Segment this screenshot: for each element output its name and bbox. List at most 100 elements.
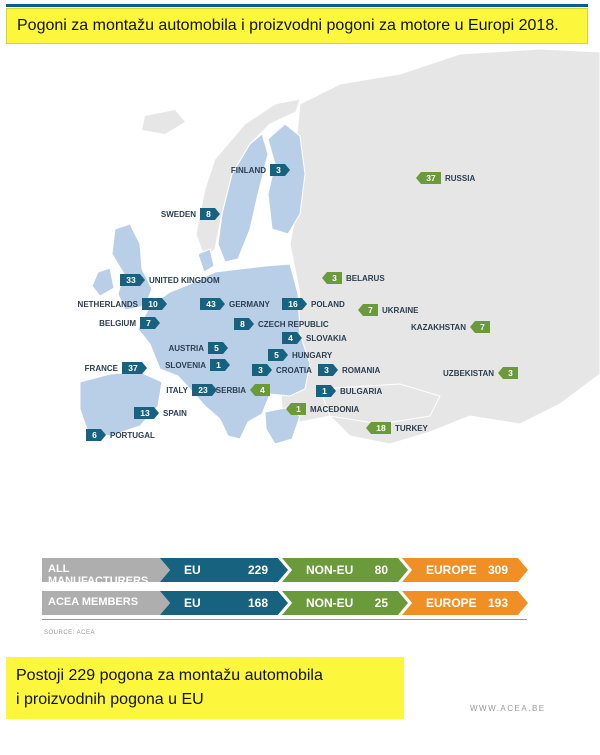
- country-value: 43: [206, 299, 216, 309]
- divider: [42, 619, 527, 620]
- country-marker: 1 SLOVENIA: [165, 359, 230, 371]
- value-tag: [142, 298, 167, 310]
- value-tag: [200, 208, 220, 220]
- value-tag: [316, 385, 336, 397]
- country-marker: 6 PORTUGAL: [86, 429, 155, 441]
- country-label: KAZAKHSTAN: [411, 323, 466, 332]
- country-marker: 33 UNITED KINGDOM: [120, 274, 220, 286]
- country-marker: 3 UZBEKISTAN: [443, 367, 518, 379]
- country-label: UKRAINE: [382, 306, 419, 315]
- ireland-land: [91, 267, 115, 297]
- country-label: AUSTRIA: [168, 344, 204, 353]
- value-tag: [282, 298, 307, 310]
- value-tag: [270, 164, 290, 176]
- country-label: UZBEKISTAN: [443, 369, 494, 378]
- page-title: Pogoni za montažu automobila i proizvodn…: [17, 17, 559, 34]
- finland-land: [267, 123, 306, 235]
- country-value: 3: [332, 273, 337, 283]
- value-tag: [250, 384, 270, 396]
- country-label: BELGIUM: [99, 319, 136, 328]
- country-value: 8: [240, 319, 245, 329]
- value-tag: [252, 364, 272, 376]
- country-marker: 1 MACEDONIA: [286, 403, 360, 415]
- value-tag: [234, 318, 254, 330]
- iceland-land: [142, 110, 185, 134]
- country-value: 10: [148, 299, 158, 309]
- country-marker: 1 BULGARIA: [316, 385, 382, 397]
- country-marker: 7 KAZAKHSTAN: [411, 321, 490, 333]
- country-marker: 16 POLAND: [282, 298, 345, 310]
- country-label: TURKEY: [395, 424, 429, 433]
- country-marker: 3 FINLAND: [231, 164, 290, 176]
- country-marker: 37 RUSSIA: [416, 172, 475, 184]
- footer-line-2: i proizvodnih pogona u EU: [16, 691, 204, 708]
- country-marker: 37 FRANCE: [85, 362, 147, 374]
- iberia-land: [79, 371, 163, 437]
- country-marker: 23 ITALY: [166, 384, 217, 396]
- country-value: 37: [128, 363, 138, 373]
- country-label: SLOVAKIA: [306, 334, 347, 343]
- country-value: 1: [322, 386, 327, 396]
- non-eu-chip: NON-EU 25: [282, 591, 408, 615]
- country-label: SPAIN: [163, 409, 187, 418]
- country-value: 33: [126, 275, 136, 285]
- country-marker: 43 GERMANY: [200, 298, 271, 310]
- sweden-land: [217, 133, 269, 263]
- country-value: 1: [216, 360, 221, 370]
- row-label-chip: ACEA MEMBERS: [42, 591, 172, 615]
- country-label: HUNGARY: [292, 351, 333, 360]
- country-marker: 3 ROMANIA: [318, 364, 380, 376]
- site-url: WWW.ACEA.BE: [470, 704, 546, 713]
- source-note: SOURCE: ACEA: [44, 630, 96, 636]
- value-tag: [140, 317, 160, 329]
- uk-land: [111, 223, 153, 311]
- country-marker: 5 AUSTRIA: [168, 342, 228, 354]
- country-value: 8: [206, 209, 211, 219]
- summary-bars: ALL MANUFACTURERS EU 229 NON-EU 80 EUROPE 3…: [42, 558, 532, 624]
- value-tag: [366, 422, 391, 434]
- country-label: FRANCE: [85, 364, 119, 373]
- value-tag: [86, 429, 106, 441]
- eu-chip: EU 229: [160, 558, 288, 582]
- country-value: 1: [296, 404, 301, 414]
- value-tag: [134, 407, 159, 419]
- country-label: SERBIA: [216, 386, 246, 395]
- denmark-land: [197, 248, 215, 273]
- value-tag: [208, 342, 228, 354]
- country-label: RUSSIA: [445, 174, 475, 183]
- europe-chip: EUROPE 309: [402, 558, 528, 582]
- country-marker: 4 SLOVAKIA: [282, 332, 347, 344]
- country-marker: 5 HUNGARY: [268, 349, 333, 361]
- value-tag: [318, 364, 338, 376]
- country-label: SLOVENIA: [165, 361, 206, 370]
- country-label: FINLAND: [231, 166, 266, 175]
- country-value: 23: [198, 385, 208, 395]
- country-label: CZECH REPUBLIC: [258, 320, 329, 329]
- country-value: 5: [214, 343, 219, 353]
- non-eu-land: [279, 48, 600, 445]
- country-label: BULGARIA: [340, 387, 382, 396]
- country-marker: 7 UKRAINE: [358, 304, 419, 316]
- country-marker: 8 SWEDEN: [161, 208, 220, 220]
- country-marker: 13 SPAIN: [134, 407, 187, 419]
- country-value: 3: [258, 365, 263, 375]
- country-label: ITALY: [166, 386, 188, 395]
- value-tag: [282, 332, 302, 344]
- europe-chip: EUROPE 193: [402, 591, 528, 615]
- country-value: 18: [376, 423, 386, 433]
- value-tag: [470, 321, 490, 333]
- country-marker: 4 SERBIA: [216, 384, 270, 396]
- country-label: UNITED KINGDOM: [149, 276, 220, 285]
- country-value: 7: [368, 305, 373, 315]
- value-tag: [192, 384, 217, 396]
- title-banner: Pogoni za montažu automobila i proizvodn…: [6, 8, 588, 44]
- country-value: 4: [260, 385, 265, 395]
- country-label: POLAND: [311, 300, 345, 309]
- country-label: PORTUGAL: [110, 431, 155, 440]
- footer-banner: Postoji 229 pogona za montažu automobila…: [6, 657, 404, 719]
- country-value: 6: [92, 430, 97, 440]
- country-marker: 8 CZECH REPUBLIC: [234, 318, 329, 330]
- value-tag: [200, 298, 225, 310]
